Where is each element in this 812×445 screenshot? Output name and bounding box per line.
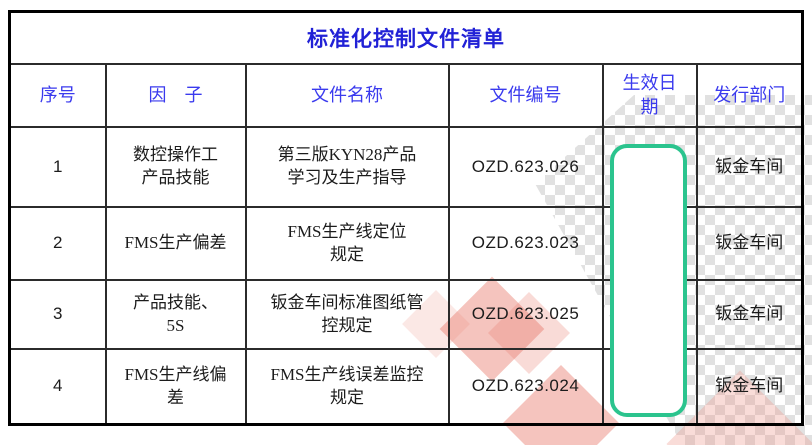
cell-doc-name: 钣金车间标准图纸管 控规定 [244,279,450,350]
table-row: 1 数控操作工 产品技能 第三版KYN28产品 学习及生产指导 OZD.623.… [8,126,804,208]
cell-doc-name: FMS生产线定位 规定 [244,206,450,281]
cell-factor: FMS生产线偏 差 [104,348,247,426]
cell-department: 钣金车间 [695,348,804,426]
cell-doc-code: OZD.623.025 [447,279,604,350]
cell-no: 1 [8,126,107,208]
cell-factor: FMS生产偏差 [104,206,247,281]
cell-department: 钣金车间 [695,206,804,281]
cell-doc-name: 第三版KYN28产品 学习及生产指导 [244,126,450,208]
col-header-factor: 因 子 [104,63,247,128]
table-row: 3 产品技能、 5S 钣金车间标准图纸管 控规定 OZD.623.025 钣金车… [8,279,804,350]
col-header-no: 序号 [8,63,107,128]
col-header-effective-date: 生效日 期 [601,63,698,128]
cell-department: 钣金车间 [695,126,804,208]
cell-doc-code: OZD.623.023 [447,206,604,281]
cell-no: 4 [8,348,107,426]
cell-factor: 产品技能、 5S [104,279,247,350]
cell-no: 3 [8,279,107,350]
cell-department: 钣金车间 [695,279,804,350]
page-title: 标准化控制文件清单 [8,10,804,65]
cell-doc-code: OZD.623.024 [447,348,604,426]
col-header-department: 发行部门 [695,63,804,128]
cell-factor: 数控操作工 产品技能 [104,126,247,208]
standard-control-document-table: 标准化控制文件清单 序号 因 子 文件名称 文件编号 生效日 期 发行部门 1 … [8,10,805,426]
cell-doc-name: FMS生产线误差监控 规定 [244,348,450,426]
title-row: 标准化控制文件清单 [8,10,804,65]
cell-doc-code: OZD.623.026 [447,126,604,208]
col-header-doc-code: 文件编号 [447,63,604,128]
effective-date-highlight-box [610,144,687,417]
header-row: 序号 因 子 文件名称 文件编号 生效日 期 发行部门 [8,63,804,128]
table-row: 2 FMS生产偏差 FMS生产线定位 规定 OZD.623.023 钣金车间 [8,206,804,281]
cell-no: 2 [8,206,107,281]
col-header-doc-name: 文件名称 [244,63,450,128]
